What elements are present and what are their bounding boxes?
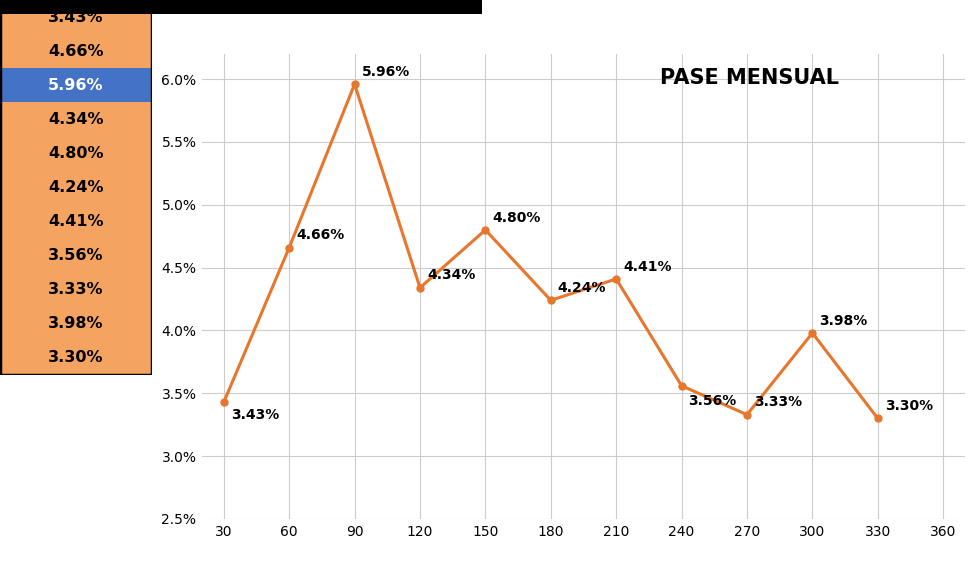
Text: 4.66%: 4.66% [296,228,344,242]
Text: 4.34%: 4.34% [427,269,475,282]
Text: 4.41%: 4.41% [623,259,671,274]
Bar [0,171,152,204]
Text: 4.66%: 4.66% [48,44,104,59]
Bar [0,68,152,102]
Bar [0,204,152,238]
Bar [0,341,152,375]
Bar [0,0,152,34]
Text: PASE MENSUAL: PASE MENSUAL [660,68,839,88]
Bar [0,238,152,273]
Text: 4.80%: 4.80% [492,211,541,225]
Bar [0,273,152,307]
Text: 4.34%: 4.34% [48,112,104,127]
Text: 3.30%: 3.30% [885,399,933,413]
Text: 3.98%: 3.98% [48,316,104,331]
Bar [0,34,152,68]
Bar [0,137,152,171]
Text: 5.96%: 5.96% [48,78,104,93]
Text: 3.56%: 3.56% [689,394,737,408]
Text: 3.56%: 3.56% [48,248,104,263]
Text: 3.43%: 3.43% [230,408,279,422]
Text: 4.80%: 4.80% [48,146,104,161]
Text: 4.41%: 4.41% [48,214,104,229]
Text: 3.98%: 3.98% [819,314,867,328]
Bar [0,307,152,341]
Text: 3.30%: 3.30% [48,351,104,365]
Text: 3.33%: 3.33% [48,282,104,297]
Text: 5.96%: 5.96% [362,65,410,79]
Text: 3.43%: 3.43% [48,10,104,24]
Bar [0,102,152,137]
Text: 4.24%: 4.24% [48,180,104,195]
Text: 4.24%: 4.24% [558,281,607,295]
Text: 3.33%: 3.33% [754,395,802,409]
